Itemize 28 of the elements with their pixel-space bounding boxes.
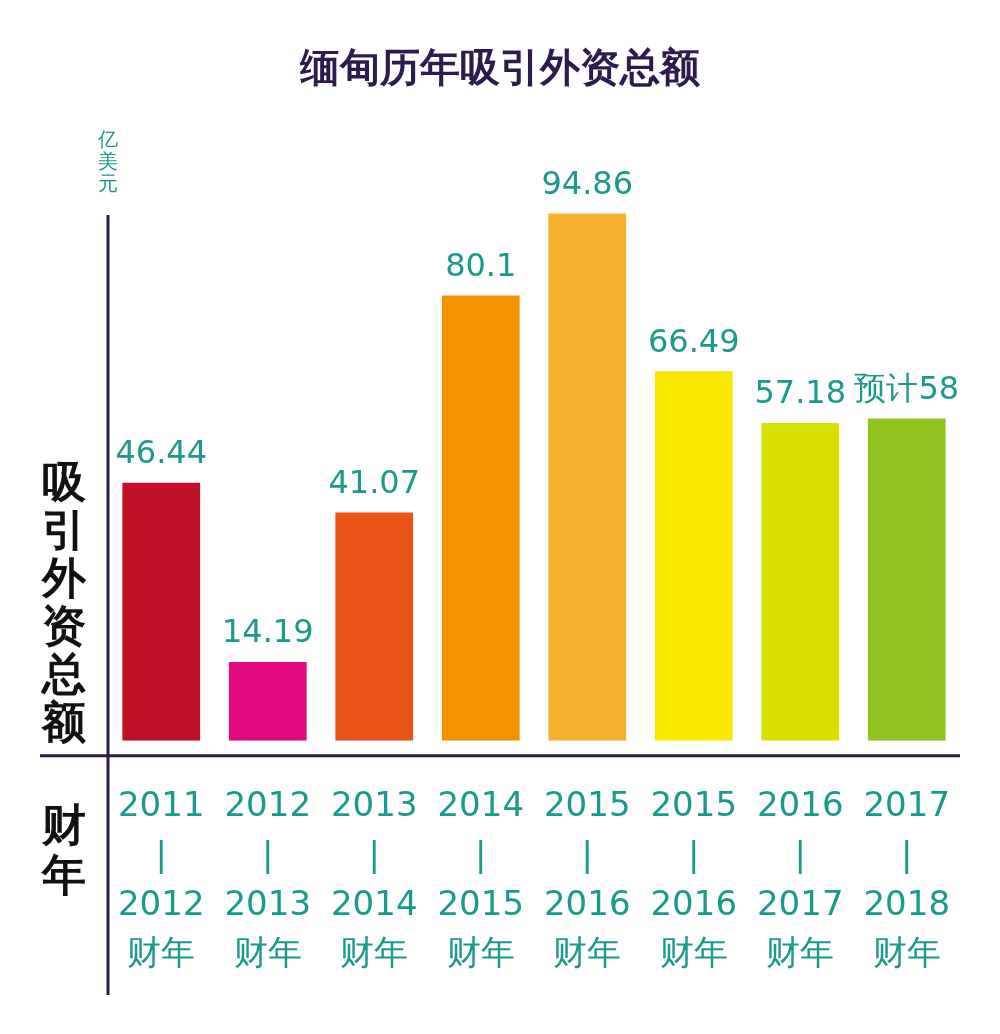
data-label: 预计58 — [854, 368, 960, 407]
bar — [441, 295, 520, 741]
bar — [654, 371, 733, 741]
x-tick-label: 2015 | 2016 财年 — [650, 784, 738, 973]
bar — [228, 661, 307, 741]
x-tick-label: 2013 | 2014 财年 — [330, 784, 418, 973]
x-tick-label: 2017 | 2018 财年 — [863, 784, 951, 973]
x-tick-label: 2016 | 2017 财年 — [756, 784, 844, 973]
bar — [122, 482, 201, 741]
bar — [548, 213, 627, 741]
chart-title: 缅甸历年吸引外资总额 — [299, 43, 701, 92]
x-tick-label: 2012 | 2013 财年 — [224, 784, 312, 973]
x-axis-title: 财年 — [42, 799, 86, 900]
text: 亿美元 — [98, 127, 118, 195]
data-label: 66.49 — [647, 321, 740, 360]
bar — [335, 512, 414, 741]
data-label: 80.1 — [445, 245, 517, 284]
data-label: 94.86 — [541, 163, 634, 202]
x-tick-label: 2014 | 2015 财年 — [437, 784, 525, 973]
data-label: 41.07 — [328, 462, 421, 501]
data-label: 57.18 — [754, 373, 847, 412]
bar — [867, 418, 946, 741]
bar — [761, 422, 840, 741]
data-label: 46.44 — [115, 433, 208, 471]
data-label: 14.19 — [221, 612, 314, 651]
x-tick-label: 2011 | 2012 财年 — [117, 784, 205, 973]
y-axis-title: 吸引外资总额 — [42, 456, 86, 747]
x-tick-label: 2015 | 2016 财年 — [543, 784, 631, 973]
